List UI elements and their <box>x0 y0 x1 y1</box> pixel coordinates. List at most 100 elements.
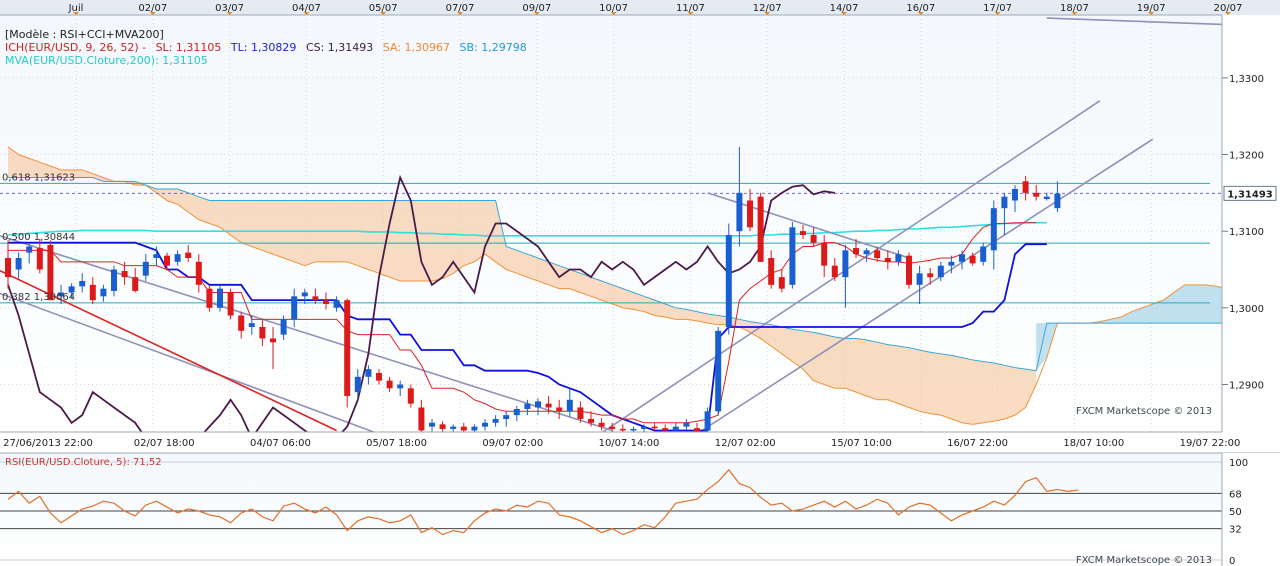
candle-bearish <box>206 288 213 308</box>
candle-bearish <box>312 296 319 301</box>
candle-bullish <box>895 254 902 262</box>
rsi-level-label: 32 <box>1229 525 1242 536</box>
candle-bearish <box>227 292 234 316</box>
candle-bullish <box>174 254 181 262</box>
candle-bullish <box>916 273 923 285</box>
top-date-marker <box>994 12 1001 15</box>
candle-bullish <box>217 288 223 308</box>
candle-bullish <box>641 426 647 429</box>
candle-bullish <box>683 422 690 427</box>
candle-bullish <box>725 234 732 327</box>
candle-bullish <box>365 369 372 377</box>
candle-bearish <box>969 255 976 264</box>
fibonacci-label: 0,382 1,30064 <box>2 292 75 303</box>
candle-bearish <box>439 424 446 429</box>
top-date-label: 18/07 <box>1060 3 1089 14</box>
top-date-label: 19/07 <box>1137 3 1166 14</box>
top-date-label: Juil <box>68 3 84 14</box>
candle-bearish <box>1022 181 1029 193</box>
candle-bullish <box>1043 196 1050 199</box>
candle-bearish <box>821 242 828 266</box>
candle-bearish <box>556 407 563 412</box>
top-date-marker <box>149 12 156 15</box>
top-date-marker <box>917 12 924 15</box>
candle-bullish <box>503 415 510 419</box>
candle-bearish <box>778 277 785 289</box>
legend-ich: ICH(EUR/USD, 9, 26, 52) - <box>5 41 146 54</box>
top-date-label: 07/07 <box>446 3 475 14</box>
tenkan-sen-line <box>8 222 1037 424</box>
candle-bearish <box>407 388 414 404</box>
candle-bearish <box>598 422 605 427</box>
time-label: 09/07 02:00 <box>482 438 543 449</box>
top-date-label: 20/07 <box>1214 3 1243 14</box>
legend-cs: CS: 1,31493 <box>306 41 373 54</box>
candle-bullish <box>482 422 488 427</box>
time-label: 15/07 10:00 <box>831 438 892 449</box>
top-date-label: 03/07 <box>215 3 244 14</box>
current-price-marker: 1,31493 <box>1223 185 1277 201</box>
candle-bearish <box>418 407 425 431</box>
candle-bearish <box>195 261 202 285</box>
candle-bearish <box>121 271 128 278</box>
candle-bearish <box>259 326 266 339</box>
time-label: 19/07 22:00 <box>1180 438 1241 449</box>
time-label: 04/07 06:00 <box>250 438 311 449</box>
senkou-span-a <box>7 146 1222 425</box>
ichimoku-cloud-bullish <box>1036 284 1222 371</box>
candle-bearish <box>853 248 859 255</box>
y-tick-label: 1,3200 <box>1229 151 1264 162</box>
candle-bearish <box>386 380 393 389</box>
candle-bearish <box>694 428 700 432</box>
legend-tl: TL: 1,30829 <box>230 41 297 54</box>
candle-bearish <box>588 418 594 423</box>
rsi-plot-area[interactable] <box>0 453 1222 566</box>
candle-bullish <box>842 250 849 278</box>
candle-bullish <box>333 300 340 308</box>
candle-bearish <box>609 426 616 429</box>
time-label: 12/07 02:00 <box>715 438 776 449</box>
trendline <box>0 269 337 432</box>
chikou-span-line <box>7 174 835 432</box>
trendline <box>601 100 1101 432</box>
legend-sa: SA: 1,30967 <box>383 41 450 54</box>
time-label: 10/07 14:00 <box>599 438 660 449</box>
candle-bearish <box>874 250 881 258</box>
y-tick-label: 1,3300 <box>1229 74 1264 85</box>
candle-bearish <box>376 372 382 381</box>
current-price-label: 1,31493 <box>1227 189 1273 200</box>
top-date-scale <box>0 0 1280 16</box>
candle-bullish <box>153 254 160 258</box>
candle-bearish <box>831 265 838 278</box>
top-date-marker <box>457 12 463 15</box>
candle-bearish <box>1033 192 1040 197</box>
candle-bearish <box>5 257 11 278</box>
trendline <box>1046 17 1222 26</box>
time-label: 02/07 18:00 <box>134 438 195 449</box>
candle-bullish <box>948 261 955 266</box>
legend-mva: MVA(EUR/USD.Cloture,200): 1,31105 <box>5 54 208 67</box>
top-date-label: 09/07 <box>522 3 551 14</box>
candle-bullish <box>280 319 287 335</box>
top-date-marker <box>687 12 694 15</box>
candle-bullish <box>566 399 573 412</box>
candle-bullish <box>524 403 531 410</box>
candle-bullish <box>715 330 722 412</box>
top-date-label: 02/07 <box>138 3 167 14</box>
candle-bearish <box>460 426 467 431</box>
top-date-label: 11/07 <box>676 3 705 14</box>
candle-bearish <box>89 284 96 301</box>
rsi-legend: RSI(EUR/USD.Cloture, 5): 71,52 <box>5 457 162 468</box>
candle-bullish <box>68 286 75 293</box>
candle-bullish <box>429 422 435 427</box>
candle-bearish <box>906 255 912 285</box>
rsi-axis <box>1221 453 1280 566</box>
trendline <box>0 234 613 432</box>
top-date-marker <box>533 12 540 15</box>
svg-text:ICH(EUR/USD, 9, 26, 52) -: ICH(EUR/USD, 9, 26, 52) - SL: 1,31105 TL… <box>5 41 527 54</box>
candle-bullish <box>736 192 743 232</box>
candle-bearish <box>47 244 54 301</box>
time-label: 27/06/2013 22:00 <box>3 438 93 449</box>
candle-bullish <box>704 411 711 431</box>
